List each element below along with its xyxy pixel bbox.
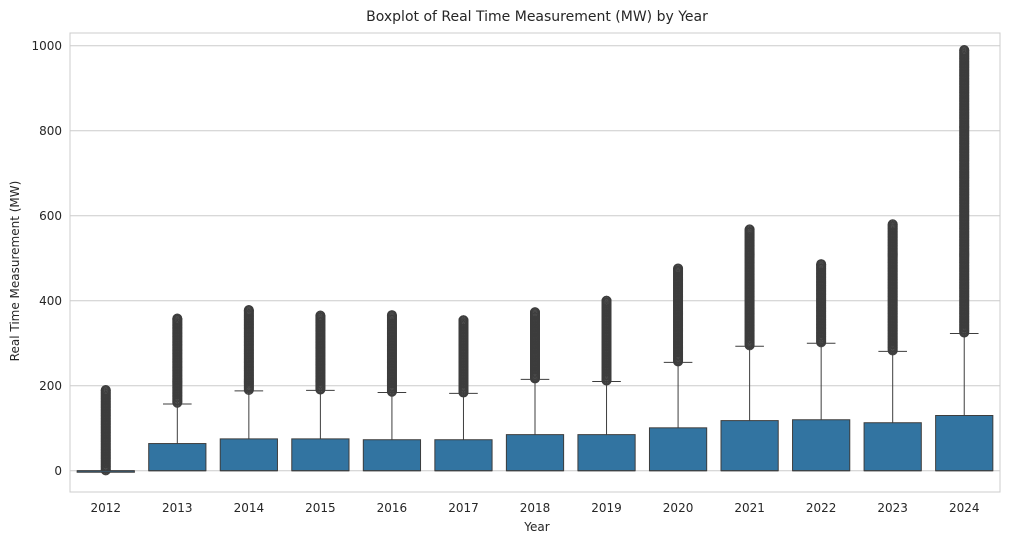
plot-frame: [69, 32, 1001, 493]
x-tick-label: 2014: [234, 501, 265, 515]
box-2021: [720, 224, 779, 472]
outlier-point: [458, 315, 469, 326]
x-tick-label: 2022: [806, 501, 837, 515]
box-series: [76, 45, 994, 476]
box-2014: [219, 305, 278, 472]
y-tick-label: 800: [39, 124, 62, 138]
y-tick-label: 600: [39, 209, 62, 223]
box-2017: [434, 315, 493, 472]
x-axis-ticks: 2012 2013 2014 2015 2016 2017 2018 2019 2020 2021…: [90, 501, 979, 515]
outliers: [887, 219, 898, 356]
box-2015: [291, 310, 350, 472]
outlier-point: [601, 295, 612, 306]
box-2012: [76, 385, 135, 476]
x-tick-label: 2012: [90, 501, 121, 515]
outliers: [601, 295, 612, 386]
y-tick-label: 200: [39, 379, 62, 393]
box-rect: [505, 434, 565, 472]
x-tick-label: 2020: [663, 501, 694, 515]
y-axis-label: Real Time Measurement (MW): [8, 181, 22, 362]
y-tick-label: 0: [54, 464, 62, 478]
y-tick-label: 400: [39, 294, 62, 308]
outliers: [816, 259, 827, 348]
outliers: [744, 224, 755, 351]
x-tick-label: 2018: [520, 501, 551, 515]
box-rect: [219, 438, 278, 472]
x-tick-label: 2021: [734, 501, 765, 515]
outlier-point: [816, 259, 827, 270]
x-tick-label: 2016: [377, 501, 408, 515]
outliers: [386, 310, 397, 397]
box-rect: [648, 427, 708, 472]
outlier-point: [100, 385, 111, 395]
outliers: [673, 263, 684, 367]
outlier-point: [386, 310, 397, 321]
outliers: [959, 45, 970, 338]
x-tick-label: 2024: [949, 501, 980, 515]
box-2024: [935, 45, 994, 472]
box-2020: [648, 263, 708, 472]
outlier-point: [530, 307, 540, 318]
box-2018: [505, 307, 565, 472]
box-rect: [362, 439, 422, 472]
outlier-point: [243, 305, 254, 316]
box-2019: [577, 295, 636, 472]
x-tick-label: 2023: [877, 501, 908, 515]
outliers: [458, 315, 469, 398]
box-rect: [792, 419, 851, 472]
x-axis-label: Year: [523, 520, 549, 534]
outlier-point: [673, 263, 684, 274]
outliers: [315, 310, 326, 395]
x-tick-label: 2019: [591, 501, 622, 515]
box-rect: [720, 420, 779, 472]
outlier-point: [887, 219, 898, 230]
box-rect: [863, 422, 922, 472]
outlier-point: [315, 310, 326, 321]
box-2022: [792, 259, 851, 472]
box-2016: [362, 310, 422, 472]
y-tick-label: 1000: [31, 39, 62, 53]
box-rect: [148, 443, 207, 472]
outlier-point: [172, 313, 183, 324]
outlier-point: [744, 224, 755, 235]
x-tick-label: 2013: [162, 501, 193, 515]
outliers: [243, 305, 254, 395]
outliers: [100, 385, 111, 476]
box-2013: [148, 313, 207, 472]
outliers: [530, 307, 540, 384]
x-tick-label: 2017: [448, 501, 479, 515]
chart-title: Boxplot of Real Time Measurement (MW) by…: [366, 9, 708, 25]
box-rect: [291, 438, 350, 472]
box-2023: [863, 219, 922, 472]
box-rect: [577, 434, 636, 472]
y-axis-ticks: 0 200 400 600 800 1000: [31, 39, 62, 478]
box-rect: [935, 415, 994, 472]
box-rect: [434, 439, 493, 472]
outlier-point: [959, 45, 970, 55]
x-tick-label: 2015: [305, 501, 336, 515]
outliers: [172, 313, 183, 408]
